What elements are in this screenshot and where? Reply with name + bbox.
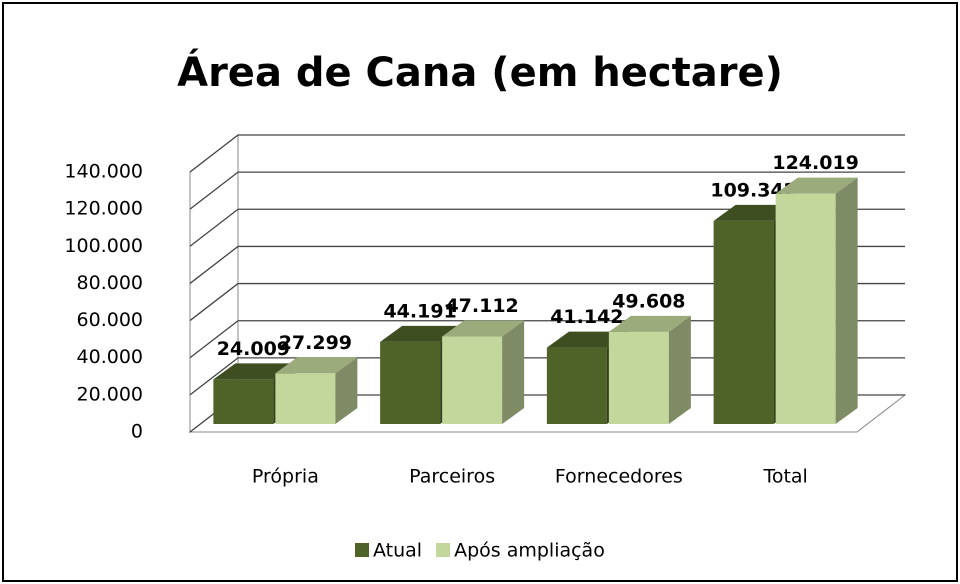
x-tick-label: Parceiros — [409, 466, 495, 488]
bar-side — [668, 315, 691, 424]
bar-top — [546, 331, 629, 348]
grid-line — [189, 208, 905, 247]
y-tick-label: 40.000 — [77, 346, 143, 368]
y-tick-label: 20.000 — [77, 383, 143, 405]
bar-front — [713, 220, 774, 424]
value-label: 109.342 — [710, 179, 797, 201]
grid-line — [189, 245, 905, 284]
x-tick-label: Própria — [252, 466, 319, 488]
bar-top — [775, 177, 858, 194]
bar-front — [213, 379, 274, 424]
bar-top — [275, 357, 358, 374]
bar-front — [546, 347, 607, 424]
value-label: 27.299 — [279, 332, 352, 354]
value-label: 44.191 — [383, 300, 456, 322]
bar-side — [835, 177, 858, 424]
bar-top — [213, 363, 296, 380]
bar — [775, 177, 858, 424]
y-tick-label: 80.000 — [77, 272, 143, 294]
y-tick-label: 140.000 — [64, 161, 143, 183]
bar-front — [380, 341, 441, 424]
bar-front — [275, 373, 336, 424]
bar-side — [502, 320, 525, 424]
y-tick-label: 60.000 — [77, 309, 143, 331]
y-tick-label: 0 — [131, 421, 143, 443]
grid-line — [189, 171, 905, 210]
bar-front — [608, 331, 669, 424]
bar-top — [608, 315, 691, 332]
legend-label: Atual — [373, 540, 422, 562]
bar-top — [713, 204, 796, 221]
bar-top — [442, 320, 525, 337]
bar — [442, 320, 525, 424]
y-tick-label: 100.000 — [64, 235, 143, 257]
bar-front — [775, 193, 836, 424]
grid-line — [189, 134, 905, 173]
bar — [608, 315, 691, 424]
legend-swatch — [436, 543, 451, 557]
value-label: 124.019 — [772, 152, 859, 174]
bar — [275, 357, 358, 424]
x-tick-label: Total — [762, 466, 807, 488]
chart-title: Área de Cana (em hectare) — [177, 48, 783, 96]
legend-swatch — [355, 543, 369, 557]
value-label: 49.608 — [612, 290, 685, 312]
grid-line — [189, 282, 905, 322]
value-label: 24.009 — [217, 338, 290, 360]
x-tick-label: Fornecedores — [555, 466, 683, 488]
bar-side — [335, 357, 358, 424]
bar-front — [442, 336, 503, 424]
y-tick-label: 120.000 — [64, 198, 143, 220]
value-label: 47.112 — [445, 295, 518, 317]
value-label: 41.142 — [550, 306, 623, 328]
legend-label: Após ampliação — [454, 540, 605, 562]
bar-top — [380, 325, 463, 342]
